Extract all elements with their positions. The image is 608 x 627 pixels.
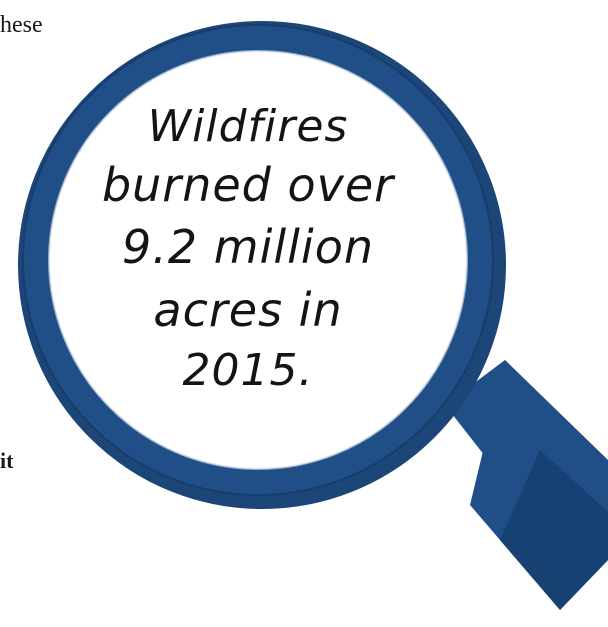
- page-text-top: hese: [0, 12, 43, 38]
- caption-line-3: 9.2 million: [121, 220, 374, 274]
- caption-line-5: 2015.: [182, 345, 314, 396]
- caption-line-4: acres in: [153, 283, 343, 337]
- page-text-bottom: it: [0, 448, 14, 473]
- caption-line-2: burned over: [101, 158, 395, 212]
- magnifier-handle: [445, 360, 608, 610]
- magnifier-ring: [23, 25, 493, 495]
- magnifier-lens: [46, 48, 470, 472]
- magnifier-caption: Wildfires burned over 9.2 million acres …: [58, 100, 438, 400]
- caption-line-1: Wildfires: [147, 101, 349, 152]
